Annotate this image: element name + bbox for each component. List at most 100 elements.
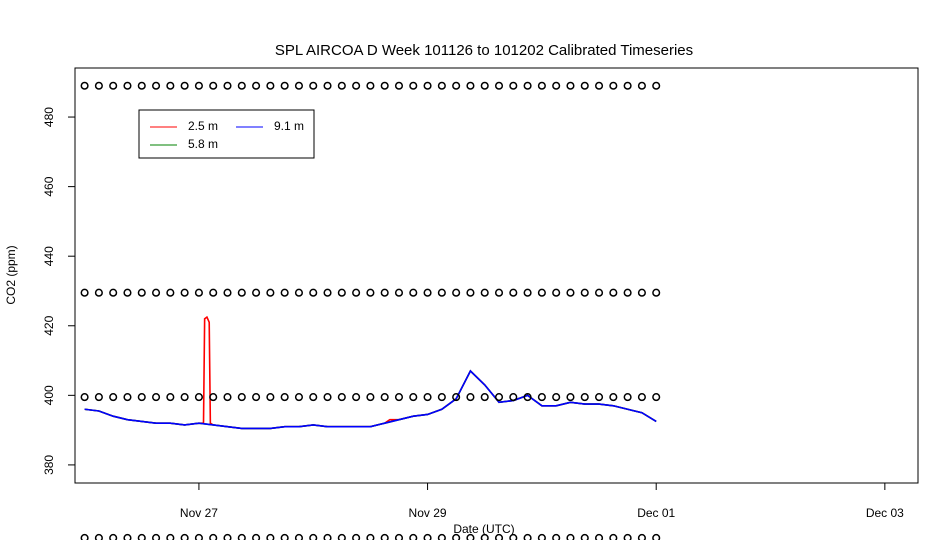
calibration-point	[466, 288, 475, 297]
calibration-point	[480, 288, 489, 297]
calibration-point	[366, 533, 375, 540]
calibration-point	[537, 393, 546, 402]
calibration-point	[209, 533, 218, 540]
calibration-point	[652, 288, 661, 297]
calibration-point	[523, 288, 532, 297]
y-tick-label: 400	[42, 385, 56, 405]
calibration-point	[209, 288, 218, 297]
calibration-point	[180, 533, 189, 540]
legend-box	[138, 109, 315, 159]
calibration-point	[437, 393, 446, 402]
y-tick-label: 480	[42, 107, 56, 127]
calibration-point	[566, 81, 575, 90]
calibration-point	[652, 533, 661, 540]
legend-label: 5.8 m	[188, 137, 218, 151]
calibration-point	[137, 288, 146, 297]
calibration-point	[409, 393, 418, 402]
calibration-point	[409, 288, 418, 297]
calibration-point	[394, 533, 404, 540]
series-line	[84, 369, 657, 430]
calibration-point	[423, 81, 432, 90]
calibration-point	[109, 533, 118, 540]
plot-frame	[74, 67, 919, 484]
calibration-point	[623, 81, 632, 90]
calibration-point	[523, 393, 532, 402]
y-tick-label: 440	[42, 246, 56, 266]
calibration-point	[652, 81, 661, 90]
calibration-point	[152, 393, 161, 402]
calibration-point	[466, 393, 475, 402]
calibration-point	[152, 288, 161, 297]
calibration-point	[352, 288, 361, 297]
calibration-point	[552, 393, 561, 402]
calibration-point	[580, 81, 589, 90]
calibration-point	[152, 81, 161, 90]
calibration-point	[337, 533, 346, 540]
calibration-point	[209, 81, 218, 90]
calibration-point	[266, 81, 275, 90]
calibration-point	[166, 393, 175, 402]
calibration-point	[509, 533, 518, 540]
calibration-point	[594, 393, 604, 402]
calibration-point	[194, 81, 203, 90]
calibration-point	[566, 533, 575, 540]
calibration-point	[94, 393, 103, 402]
calibration-point	[452, 288, 461, 297]
calibration-point	[266, 393, 275, 402]
calibration-point	[223, 288, 232, 297]
calibration-point	[409, 81, 418, 90]
calibration-point	[123, 393, 132, 402]
x-tick-label: Nov 27	[180, 506, 218, 520]
calibration-point	[523, 81, 532, 90]
calibration-point	[394, 81, 404, 90]
calibration-point	[566, 393, 575, 402]
calibration-point	[394, 288, 404, 297]
calibration-point	[366, 288, 375, 297]
calibration-point	[494, 288, 504, 297]
calibration-point	[237, 288, 246, 297]
calibration-point	[352, 533, 361, 540]
calibration-point	[552, 288, 561, 297]
calibration-point	[166, 81, 175, 90]
calibration-point	[309, 393, 318, 402]
calibration-point	[252, 288, 261, 297]
calibration-point	[252, 393, 261, 402]
calibration-point	[537, 533, 546, 540]
calibration-point	[194, 288, 203, 297]
calibration-point	[80, 81, 89, 90]
calibration-point	[223, 533, 232, 540]
calibration-point	[123, 288, 132, 297]
calibration-point	[594, 81, 604, 90]
calibration-point	[309, 288, 318, 297]
calibration-point	[280, 288, 289, 297]
calibration-point	[294, 81, 304, 90]
calibration-point	[594, 288, 604, 297]
calibration-point	[466, 81, 475, 90]
calibration-point	[180, 393, 189, 402]
y-tick-label: 380	[42, 455, 56, 475]
calibration-point	[366, 81, 375, 90]
calibration-point	[452, 393, 461, 402]
calibration-point	[409, 533, 418, 540]
calibration-point	[180, 81, 189, 90]
calibration-point	[237, 533, 246, 540]
calibration-point	[152, 533, 161, 540]
calibration-point	[123, 533, 132, 540]
calibration-point	[552, 533, 561, 540]
calibration-point	[394, 393, 404, 402]
series-line	[84, 315, 657, 430]
calibration-point	[480, 81, 489, 90]
calibration-point	[294, 533, 304, 540]
calibration-point	[637, 393, 646, 402]
calibration-point	[109, 81, 118, 90]
calibration-point	[237, 81, 246, 90]
calibration-point	[137, 533, 146, 540]
calibration-point	[509, 288, 518, 297]
calibration-point	[323, 81, 332, 90]
calibration-point	[609, 81, 618, 90]
calibration-point	[637, 81, 646, 90]
calibration-point	[523, 533, 532, 540]
calibration-point	[137, 393, 146, 402]
calibration-point	[609, 533, 618, 540]
calibration-point	[423, 393, 432, 402]
